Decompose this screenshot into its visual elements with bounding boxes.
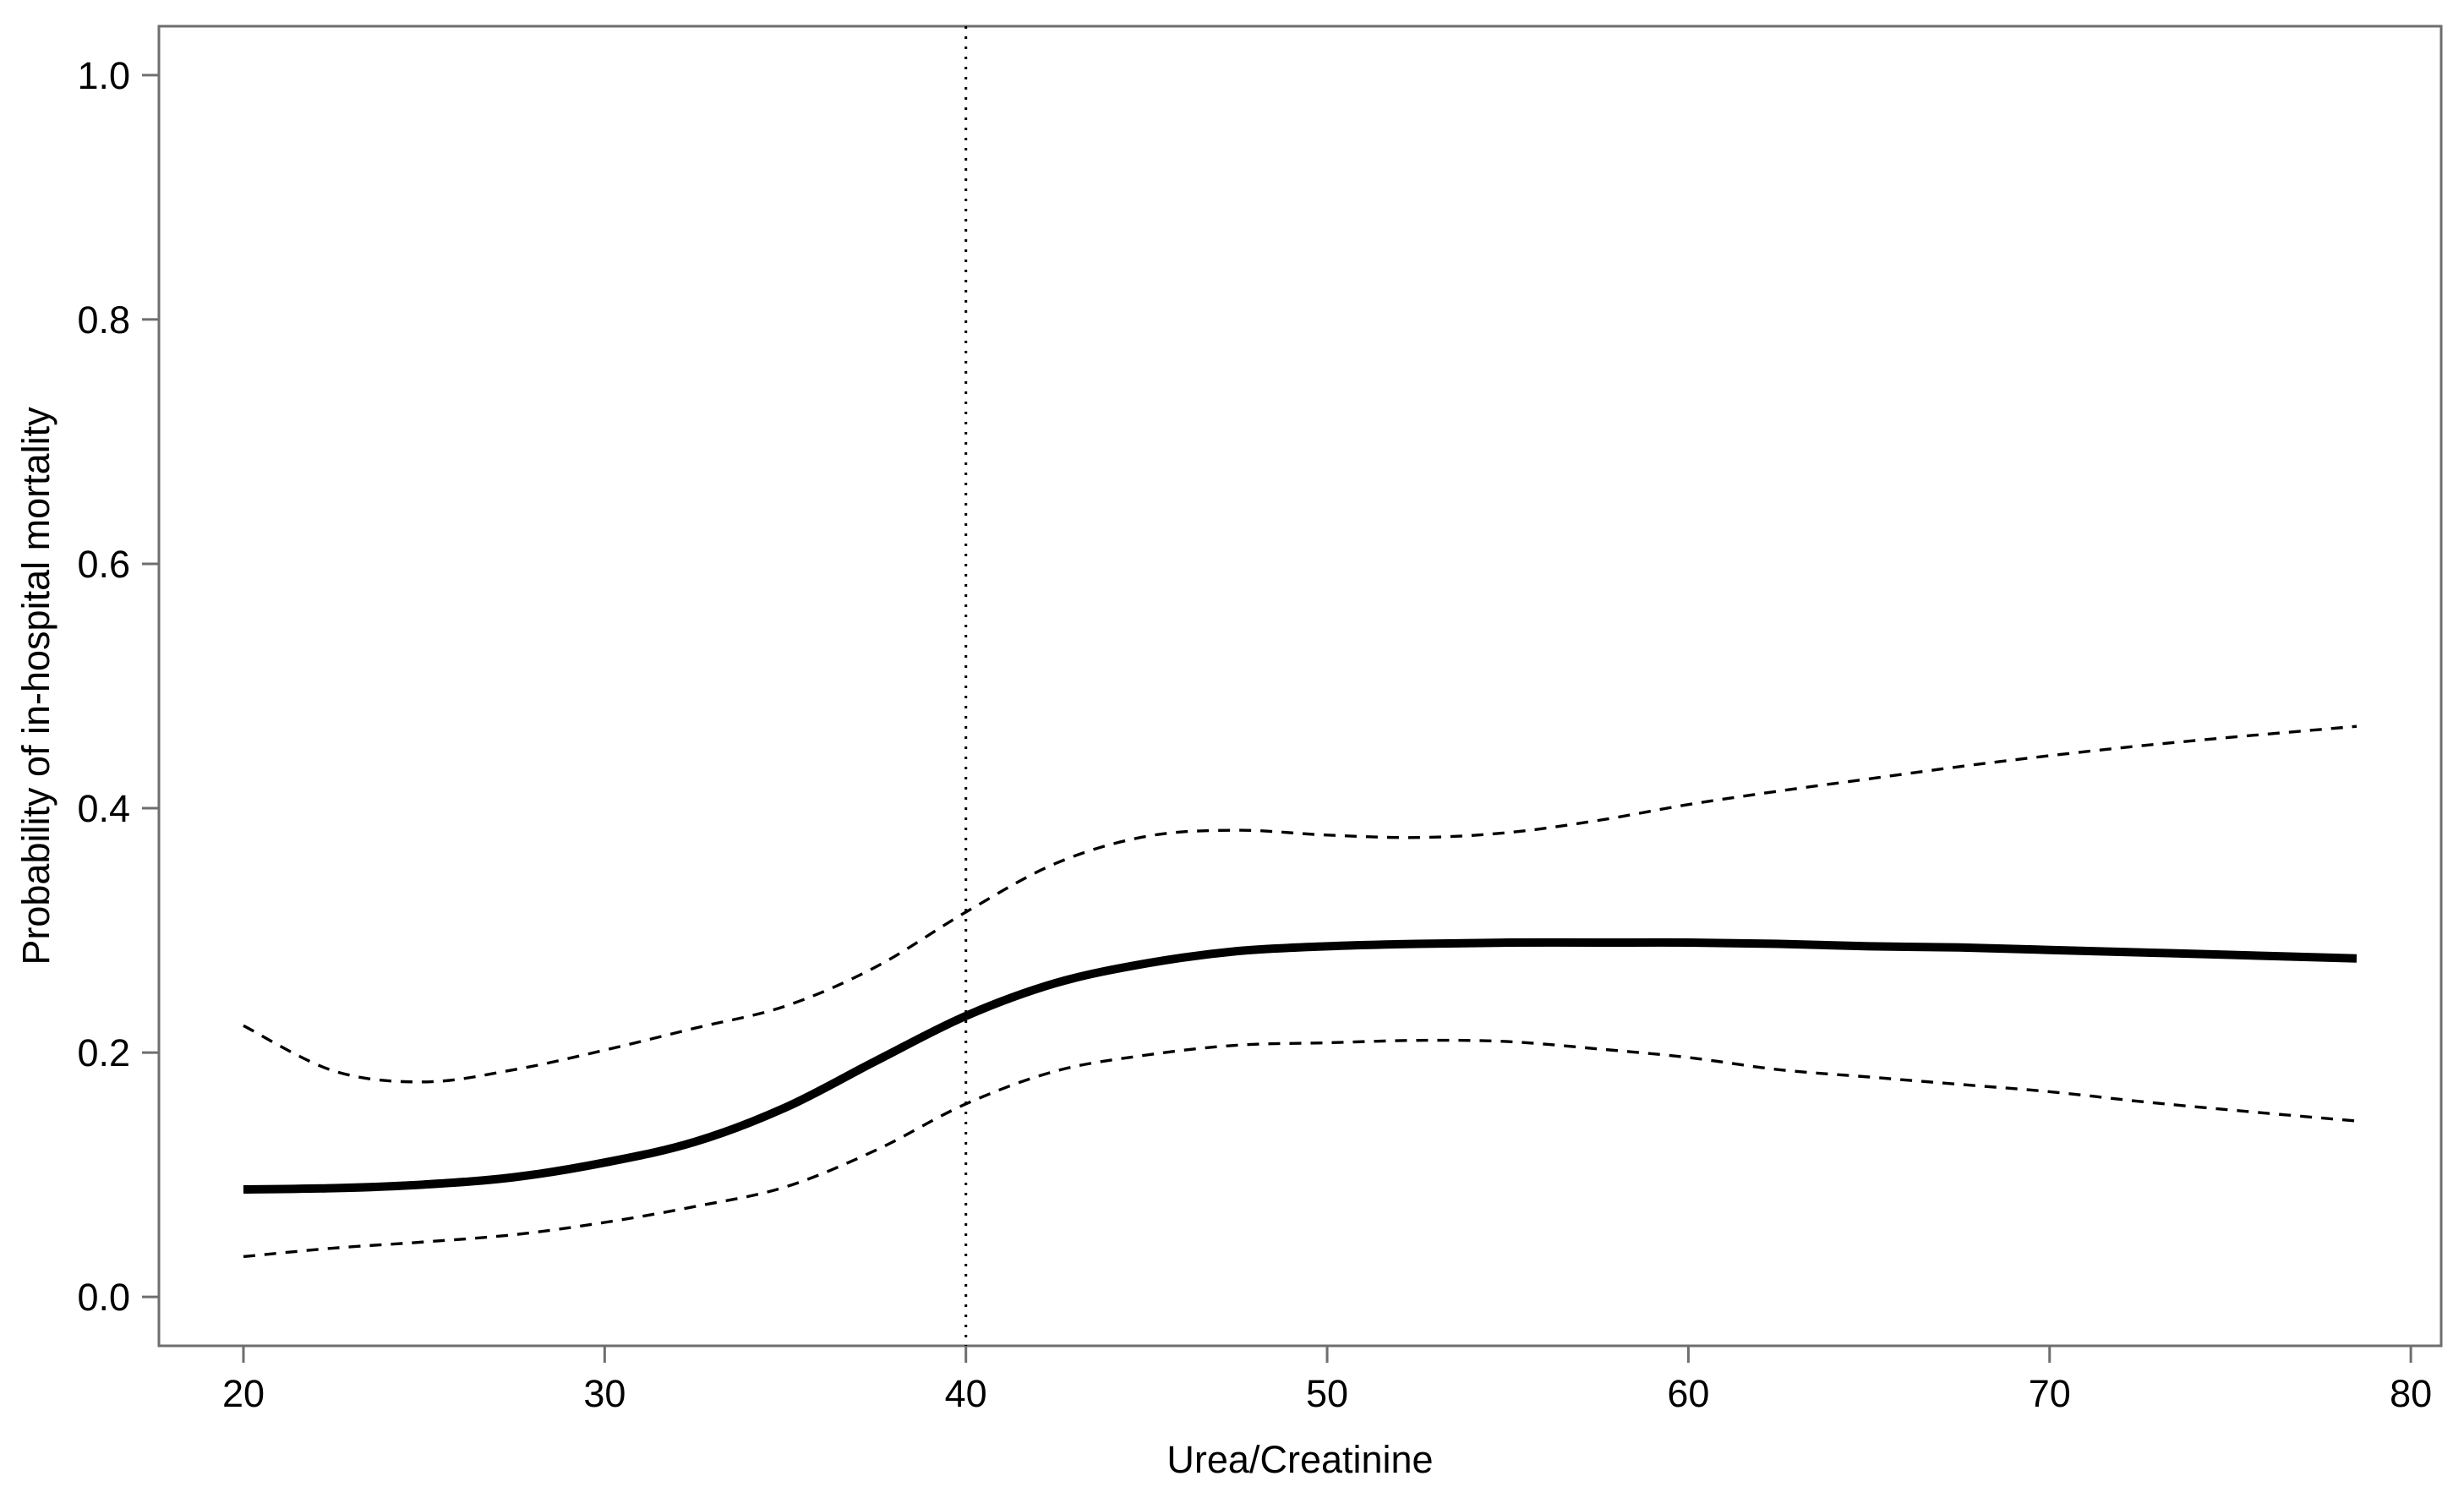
y-axis-tick-label: 1.0 <box>77 54 130 97</box>
x-axis-tick-label: 70 <box>2029 1372 2071 1415</box>
lower-confidence-band-curve <box>243 1038 2357 1259</box>
plot-box <box>157 25 2443 1348</box>
x-axis-title: Urea/Creatinine <box>1166 1438 1433 1481</box>
y-axis-tick-label: 0.2 <box>77 1031 130 1074</box>
x-axis-tick-label: 20 <box>222 1372 265 1415</box>
x-axis-tick-label: 60 <box>1667 1372 1709 1415</box>
mortality-probability-estimate-curve <box>243 938 2357 1194</box>
x-axis-tick-label: 30 <box>583 1372 626 1415</box>
y-axis-tick-label: 0.6 <box>77 543 130 586</box>
y-axis-tick-label: 0.0 <box>77 1276 130 1319</box>
x-axis-tick-label: 80 <box>2390 1372 2432 1415</box>
y-axis-title: Probability of in-hospital mortality <box>14 407 57 965</box>
y-axis-tick-label: 0.4 <box>77 787 130 830</box>
y-axis-tick-label: 0.8 <box>77 298 130 342</box>
upper-confidence-band-curve <box>243 724 2357 1084</box>
x-axis-tick-label: 40 <box>945 1372 987 1415</box>
x-axis-tick-label: 50 <box>1306 1372 1348 1415</box>
